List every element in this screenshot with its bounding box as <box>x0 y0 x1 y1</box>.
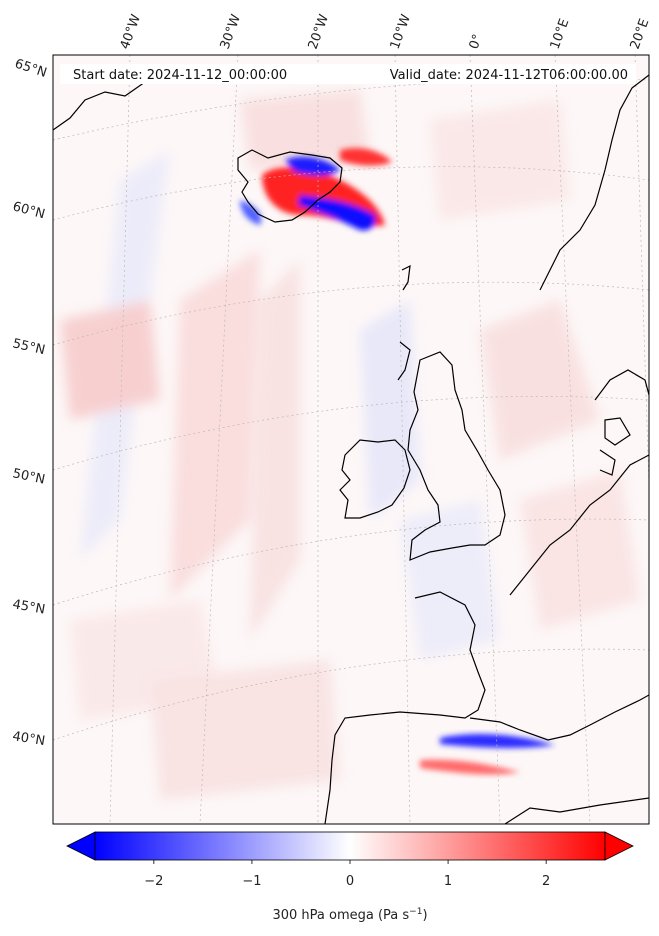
header-band <box>60 64 636 84</box>
lat-label-60n: 60°N <box>11 199 47 222</box>
colorbar-tick-label: 2 <box>542 874 550 889</box>
colorbar-tick-label: −1 <box>242 874 261 889</box>
map-panel: Start date: 2024-11-12_00:00:00 Valid_da… <box>52 54 650 825</box>
latitude-labels: 65°N 60°N 55°N 50°N 45°N 40°N <box>11 57 49 750</box>
coastlines <box>53 74 649 824</box>
graticule <box>53 55 649 824</box>
lon-label-0: 0° <box>467 32 486 51</box>
colorbar-gradient <box>94 831 606 861</box>
lon-label-40w: 40°W <box>118 12 144 51</box>
lon-label-20w: 20°W <box>306 12 332 51</box>
colorbar-tick-label: −2 <box>144 874 163 889</box>
valid-date-label: Valid_date: 2024-11-12T06:00:00.00 <box>390 68 628 83</box>
colorbar-ticks: −2 −1 0 1 2 <box>144 860 550 889</box>
colorbar-extend-low <box>66 831 96 861</box>
omega-field <box>60 90 640 800</box>
colorbar-tick-label: 0 <box>346 874 354 889</box>
start-date-label: Start date: 2024-11-12_00:00:00 <box>73 68 287 83</box>
lon-label-10w: 10°W <box>388 12 414 51</box>
lon-label-20e: 20°E <box>628 17 653 52</box>
longitude-labels: 40°W 30°W 20°W 10°W 0° 10°E 20°E <box>118 12 653 51</box>
lon-label-10e: 10°E <box>548 17 573 52</box>
lat-label-50n: 50°N <box>11 466 46 487</box>
colorbar-extend-high <box>604 831 634 861</box>
lat-label-65n: 65°N <box>13 57 49 81</box>
lon-label-30w: 30°W <box>218 12 244 51</box>
map-frame <box>52 54 650 825</box>
lat-label-45n: 45°N <box>11 597 46 617</box>
colorbar-tick-label: 1 <box>444 874 452 889</box>
colorbar-title: 300 hPa omega (Pa s−1) <box>272 907 427 923</box>
lat-label-40n: 40°N <box>11 729 46 749</box>
lat-label-55n: 55°N <box>11 336 46 358</box>
colorbar: −2 −1 0 1 2 300 hPa omega (Pa s−1) <box>66 831 634 923</box>
